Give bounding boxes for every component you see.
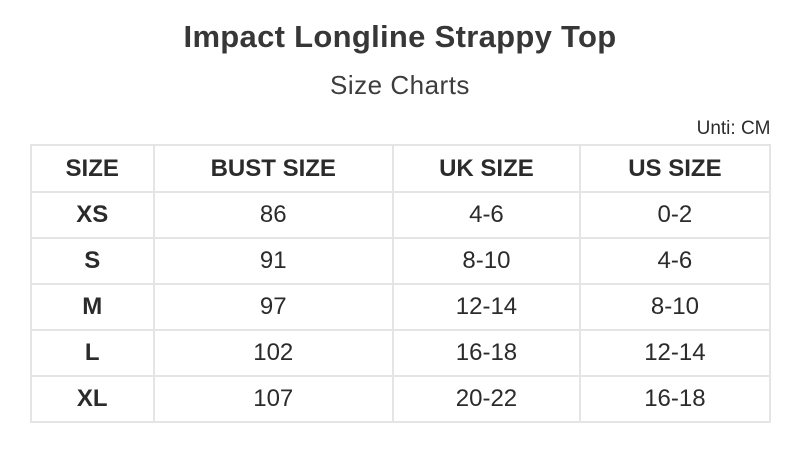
uk-cell: 20-22 [391, 375, 582, 423]
bust-cell: 107 [152, 375, 394, 423]
table-row-xs: XS 86 4-6 0-2 [29, 191, 771, 239]
header-cell-size: SIZE [29, 144, 155, 193]
us-cell: 12-14 [579, 329, 771, 377]
us-cell: 8-10 [579, 283, 771, 331]
table-row-l: L 102 16-18 12-14 [29, 329, 771, 377]
table-header-row: SIZE BUST SIZE UK SIZE US SIZE [29, 144, 771, 193]
us-cell: 0-2 [579, 191, 771, 239]
header-cell-uk-size: UK SIZE [391, 144, 582, 193]
size-cell: S [29, 237, 155, 285]
us-cell: 4-6 [579, 237, 771, 285]
header-cell-us-size: US SIZE [579, 144, 771, 193]
size-cell: XL [29, 375, 155, 423]
size-chart-table: SIZE BUST SIZE UK SIZE US SIZE XS 86 4-6… [29, 144, 771, 423]
unit-label: Unti: CM [696, 118, 771, 139]
table-row-m: M 97 12-14 8-10 [29, 283, 771, 331]
bust-cell: 102 [152, 329, 394, 377]
uk-cell: 8-10 [391, 237, 582, 285]
bust-cell: 86 [152, 191, 394, 239]
bust-cell: 97 [152, 283, 394, 331]
size-cell: XS [29, 191, 155, 239]
table-row-s: S 91 8-10 4-6 [29, 237, 771, 285]
us-cell: 16-18 [579, 375, 771, 423]
size-cell: M [29, 283, 155, 331]
table-row-xl: XL 107 20-22 16-18 [29, 375, 771, 423]
uk-cell: 16-18 [391, 329, 582, 377]
bust-cell: 91 [152, 237, 394, 285]
header-cell-bust-size: BUST SIZE [152, 144, 394, 193]
uk-cell: 12-14 [391, 283, 582, 331]
page-subtitle: Size Charts [330, 70, 470, 100]
size-cell: L [29, 329, 155, 377]
page-title: Impact Longline Strappy Top [183, 19, 617, 54]
uk-cell: 4-6 [391, 191, 582, 239]
